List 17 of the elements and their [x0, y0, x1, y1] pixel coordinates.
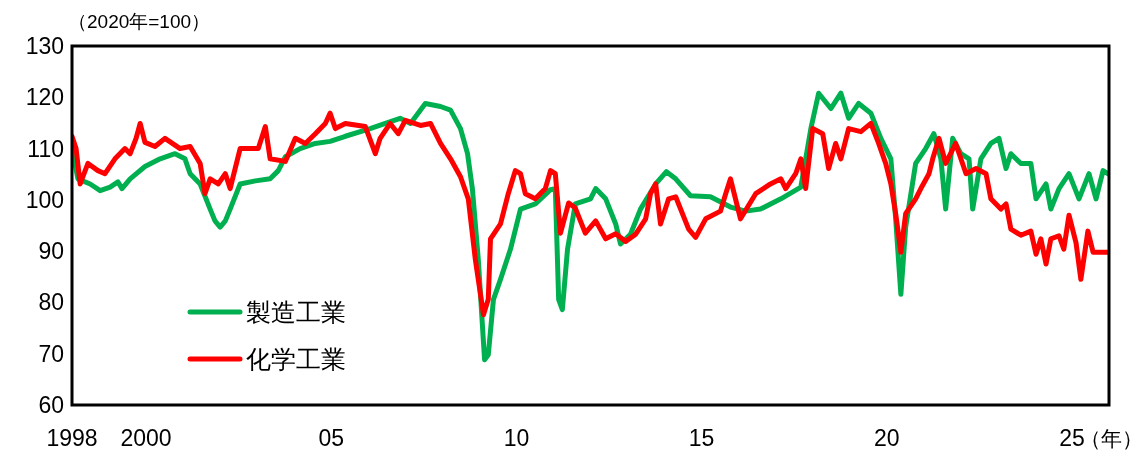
x-tick-label: 05 [318, 425, 345, 451]
y-tick-label: 60 [38, 392, 64, 418]
y-tick-label: 80 [38, 289, 64, 316]
y-tick-label: 100 [25, 186, 64, 213]
x-tick-label: 20 [873, 425, 900, 451]
y-tick-label: 130 [25, 33, 64, 59]
x-tick-label: 15 [688, 425, 715, 451]
legend-label: 製造工業 [246, 298, 346, 326]
y-tick-label: 90 [38, 238, 64, 265]
x-tick-label: 2000 [120, 425, 172, 451]
y-tick-label: 120 [25, 84, 64, 111]
y-tick-label: 110 [27, 135, 64, 162]
x-tick-label: 1998 [46, 425, 98, 451]
y-axis-title: （2020年=100） [68, 11, 211, 32]
legend-label: 化学工業 [246, 345, 346, 373]
x-tick-label: 10 [503, 425, 530, 451]
y-tick-label: 70 [38, 340, 64, 367]
